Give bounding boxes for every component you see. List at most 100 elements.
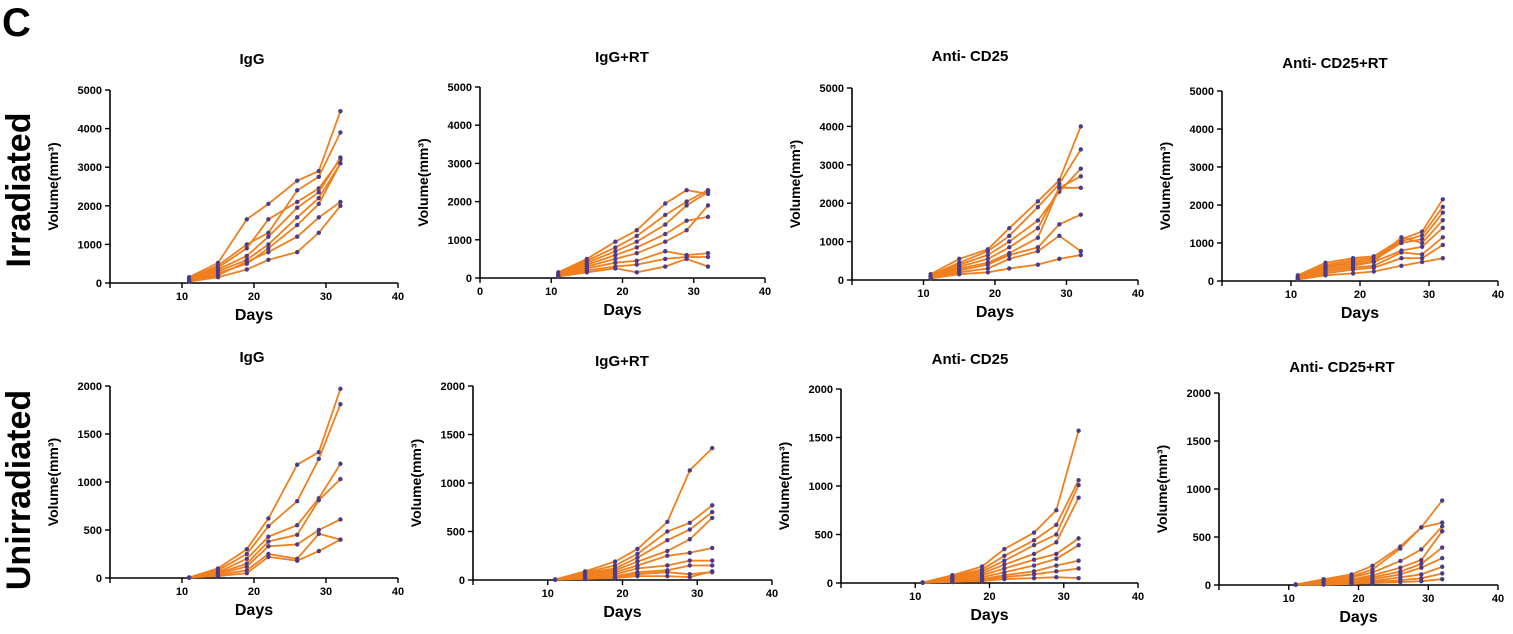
data-point <box>1440 204 1446 210</box>
series-8 <box>187 203 343 284</box>
data-point <box>1398 558 1403 564</box>
y-axis-title: Volume(mm³) <box>415 138 431 226</box>
data-point <box>1002 576 1007 582</box>
data-point <box>244 246 249 251</box>
data-point <box>1349 581 1354 587</box>
data-point <box>1076 536 1081 541</box>
series-4 <box>556 214 711 277</box>
data-point <box>1440 197 1446 202</box>
data-point <box>266 544 271 549</box>
data-point <box>1350 271 1356 276</box>
x-tick-label: 20 <box>616 286 628 298</box>
data-point <box>316 531 321 537</box>
data-point <box>1031 575 1037 581</box>
data-point <box>316 527 321 533</box>
data-point <box>295 532 300 537</box>
data-point <box>244 571 249 576</box>
data-point <box>985 256 991 262</box>
x-axis-title: Days <box>235 602 273 619</box>
y-axis-title: Volume(mm³) <box>45 438 61 526</box>
data-point <box>1054 569 1059 574</box>
data-point <box>1399 250 1404 255</box>
series-7 <box>187 537 343 580</box>
x-tick-label: 20 <box>248 586 260 598</box>
data-point <box>1399 263 1404 268</box>
y-tick-label: 2000 <box>820 198 844 210</box>
x-tick-label: 10 <box>917 288 929 300</box>
data-point <box>266 523 271 529</box>
data-point <box>663 212 668 218</box>
data-point <box>295 188 300 193</box>
data-point <box>663 249 668 254</box>
data-point <box>338 199 343 205</box>
data-point <box>316 498 321 503</box>
x-tick-label: 20 <box>989 288 1001 300</box>
data-point <box>1371 259 1377 265</box>
data-point <box>710 503 715 508</box>
data-point <box>665 538 670 543</box>
data-point <box>316 195 321 201</box>
data-point <box>613 249 618 254</box>
data-point <box>613 239 618 244</box>
data-point <box>684 203 689 208</box>
x-tick-label: 20 <box>983 591 995 603</box>
data-point <box>663 201 668 206</box>
chart-1: IgG 0 1000 2000 3000 4000 5000 10 20 30 40 Days Volu… <box>45 51 404 324</box>
data-point <box>266 539 271 544</box>
data-point <box>338 130 343 135</box>
series-line <box>554 504 713 581</box>
y-tick-label: 5000 <box>78 85 102 97</box>
y-axis-title: Volume(mm³) <box>776 442 792 530</box>
data-point <box>1078 212 1084 217</box>
data-point <box>1002 546 1007 552</box>
series-line <box>188 162 342 282</box>
data-point <box>1007 266 1012 271</box>
y-tick-label: 0 <box>827 578 833 590</box>
x-axis-title: Days <box>1339 609 1377 626</box>
data-point <box>1078 166 1084 171</box>
y-tick-label: 0 <box>1208 276 1214 288</box>
data-point <box>338 386 343 392</box>
y-tick-label: 0 <box>96 278 102 290</box>
data-point <box>1078 174 1084 179</box>
y-tick-label: 500 <box>815 530 833 542</box>
data-point <box>663 222 668 227</box>
data-point <box>316 230 321 236</box>
data-point <box>556 274 561 279</box>
data-point <box>1031 542 1037 548</box>
data-point <box>1398 579 1403 585</box>
data-point <box>1440 235 1446 240</box>
data-point <box>613 260 618 265</box>
y-tick-label: 1500 <box>78 429 102 441</box>
data-point <box>710 545 715 551</box>
x-tick-label: 40 <box>1132 591 1144 603</box>
data-point <box>1419 557 1424 563</box>
y-tick-label: 4000 <box>448 120 472 132</box>
data-point <box>687 574 692 580</box>
data-point <box>1398 565 1403 570</box>
data-point <box>1078 252 1084 258</box>
y-tick-label: 2000 <box>78 201 102 213</box>
data-point <box>1419 259 1425 265</box>
x-tick-label: 20 <box>1354 289 1366 301</box>
data-point <box>1440 242 1446 248</box>
y-tick-label: 2000 <box>441 381 465 393</box>
data-point <box>684 199 689 204</box>
data-point <box>1031 538 1037 543</box>
data-point <box>187 575 192 580</box>
y-tick-label: 500 <box>1193 532 1211 544</box>
data-point <box>687 563 692 568</box>
data-point <box>612 559 618 564</box>
data-point <box>338 155 343 160</box>
data-point <box>705 203 711 208</box>
data-point <box>665 548 670 554</box>
data-point <box>244 217 249 222</box>
data-point <box>1371 269 1377 274</box>
data-point <box>613 252 618 258</box>
data-point <box>1078 185 1084 191</box>
data-point <box>1076 495 1081 500</box>
data-point <box>1419 237 1425 242</box>
data-point <box>295 222 300 228</box>
data-point <box>634 233 639 239</box>
data-point <box>684 228 689 233</box>
